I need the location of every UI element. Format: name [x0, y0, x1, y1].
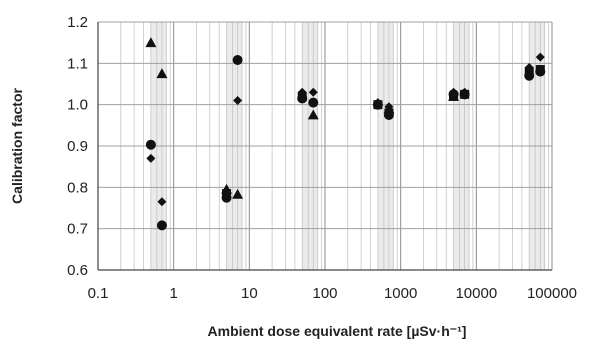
- data-point-circle: [308, 97, 319, 108]
- x-tick-label: 10000: [455, 285, 497, 302]
- grid-lines: [97, 21, 553, 271]
- x-tick-label: 0.1: [88, 285, 109, 302]
- data-point-square: [297, 91, 307, 101]
- data-point-diamond: [146, 153, 156, 163]
- data-point-diamond: [157, 197, 167, 207]
- data-point-triangle: [307, 109, 319, 120]
- data-point-square: [222, 189, 232, 199]
- data-point-square: [449, 91, 459, 101]
- x-tick-label: 100000: [527, 285, 577, 302]
- data-point-circle: [232, 55, 243, 66]
- y-tick-label: 0.7: [67, 221, 88, 238]
- data-point-circle: [156, 220, 167, 231]
- x-tick-label: 1000: [384, 285, 417, 302]
- y-tick-label: 0.9: [67, 138, 88, 155]
- x-tick-label: 10: [241, 285, 258, 302]
- data-point-circle: [145, 139, 156, 150]
- x-axis-title: Ambient dose equivalent rate [µSv·h⁻¹]: [208, 323, 467, 339]
- y-tick-labels: 0.6 0.7 0.8 0.9 1.0 1.1 1.2: [67, 14, 88, 279]
- x-tick-labels: 0.1 1 10 100 1000 10000 100000: [88, 285, 577, 302]
- y-tick-label: 1.2: [67, 14, 88, 31]
- data-point-triangle: [145, 37, 157, 48]
- y-tick-label: 1.0: [67, 97, 88, 114]
- axes: [97, 22, 552, 271]
- data-point-square: [384, 108, 394, 118]
- data-point-square: [373, 100, 383, 110]
- data-point-diamond: [233, 96, 243, 106]
- data-point-diamond: [308, 87, 318, 97]
- data-point-diamond: [535, 52, 545, 62]
- y-tick-label: 1.1: [67, 55, 88, 72]
- y-axis-title: Calibration factor: [9, 87, 25, 203]
- y-tick-label: 0.8: [67, 179, 88, 196]
- x-tick-label: 100: [312, 285, 337, 302]
- y-tick-label: 0.6: [67, 262, 88, 279]
- data-point-square: [460, 89, 470, 99]
- data-point-square: [524, 67, 534, 77]
- data-point-square: [535, 65, 545, 75]
- data-point-triangle: [232, 188, 244, 199]
- data-points: [145, 37, 546, 231]
- x-tick-label: 1: [169, 285, 177, 302]
- data-point-triangle: [156, 68, 168, 79]
